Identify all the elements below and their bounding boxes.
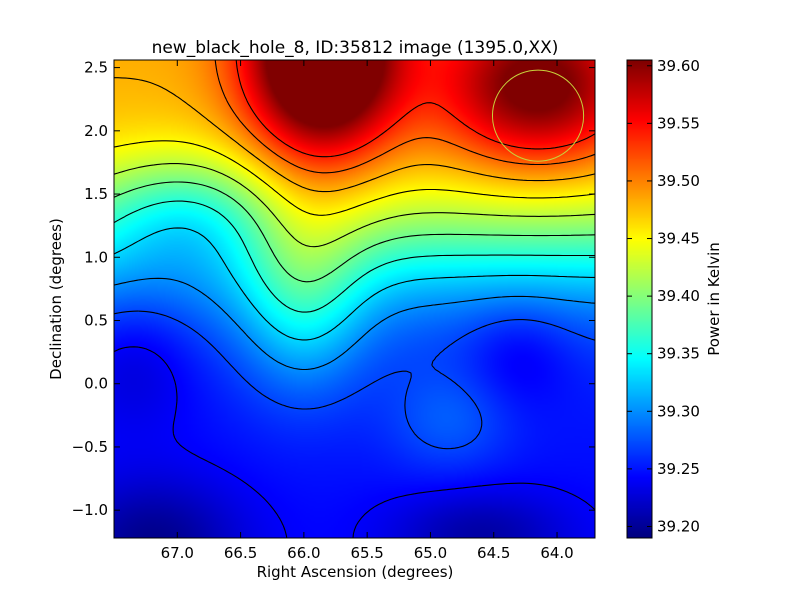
colorbar-label: Power in Kelvin bbox=[705, 242, 723, 356]
y-tick-label: 1.0 bbox=[84, 248, 108, 266]
x-tick-label: 65.5 bbox=[350, 544, 383, 562]
colorbar-tick-label: 39.45 bbox=[657, 230, 700, 248]
y-tick-label: 1.5 bbox=[84, 185, 108, 203]
x-tick-label: 64.5 bbox=[477, 544, 510, 562]
x-tick-label: 67.0 bbox=[161, 544, 194, 562]
x-tick-label: 65.0 bbox=[414, 544, 447, 562]
contour-line bbox=[113, 310, 596, 450]
contour-line bbox=[113, 181, 596, 283]
x-axis: 67.0 66.5 66.0 65.5 65.0 64.5 64.0 bbox=[161, 60, 574, 562]
x-axis-label: Right Ascension (degrees) bbox=[257, 563, 454, 581]
contour-line bbox=[113, 200, 595, 313]
x-tick-label: 66.5 bbox=[224, 544, 257, 562]
colorbar: 39.20 39.25 39.30 39.35 39.40 39.45 39.50 39.55… bbox=[626, 57, 723, 539]
y-axis: −1.0 −0.5 0.0 0.5 1.0 1.5 2.0 2.5 bbox=[72, 59, 595, 519]
y-tick-label: 2.0 bbox=[84, 122, 108, 140]
colorbar-tick-label: 39.35 bbox=[657, 345, 700, 363]
contour-line bbox=[113, 227, 595, 341]
contour-line bbox=[235, 59, 596, 158]
contour-line bbox=[113, 346, 596, 539]
chart-title: new_black_hole_8, ID:35812 image (1395.0… bbox=[152, 38, 559, 58]
plot-frame bbox=[113, 59, 596, 539]
x-tick-label: 64.0 bbox=[540, 544, 573, 562]
contour-line bbox=[113, 277, 596, 371]
plot-area bbox=[113, 59, 596, 539]
colorbar-tick-label: 39.30 bbox=[657, 402, 700, 420]
heatmap-image bbox=[114, 60, 595, 538]
colorbar-ticks: 39.20 39.25 39.30 39.35 39.40 39.45 39.50 39.55… bbox=[627, 57, 700, 535]
y-tick-label: 0.0 bbox=[84, 375, 108, 393]
colorbar-gradient bbox=[627, 60, 652, 538]
colorbar-tick-label: 39.50 bbox=[657, 172, 700, 190]
contour-line bbox=[114, 77, 596, 193]
x-tick-label: 66.0 bbox=[287, 544, 320, 562]
contour-lines bbox=[113, 59, 596, 539]
y-tick-label: 2.5 bbox=[84, 59, 108, 77]
contour-line bbox=[113, 163, 596, 248]
colorbar-tick-label: 39.25 bbox=[657, 460, 700, 478]
colorbar-tick-label: 39.55 bbox=[657, 114, 700, 132]
y-axis-label: Declination (degrees) bbox=[47, 218, 65, 380]
colorbar-tick-label: 39.40 bbox=[657, 287, 700, 305]
colorbar-tick-label: 39.60 bbox=[657, 57, 700, 75]
colorbar-frame bbox=[626, 59, 653, 539]
y-tick-label: 0.5 bbox=[84, 311, 108, 329]
contour-line bbox=[113, 140, 596, 216]
colorbar-tick-label: 39.20 bbox=[657, 517, 700, 535]
marker-circle bbox=[491, 69, 585, 162]
y-tick-label: −1.0 bbox=[72, 501, 108, 519]
contour-line bbox=[214, 59, 596, 174]
y-tick-label: −0.5 bbox=[72, 438, 108, 456]
